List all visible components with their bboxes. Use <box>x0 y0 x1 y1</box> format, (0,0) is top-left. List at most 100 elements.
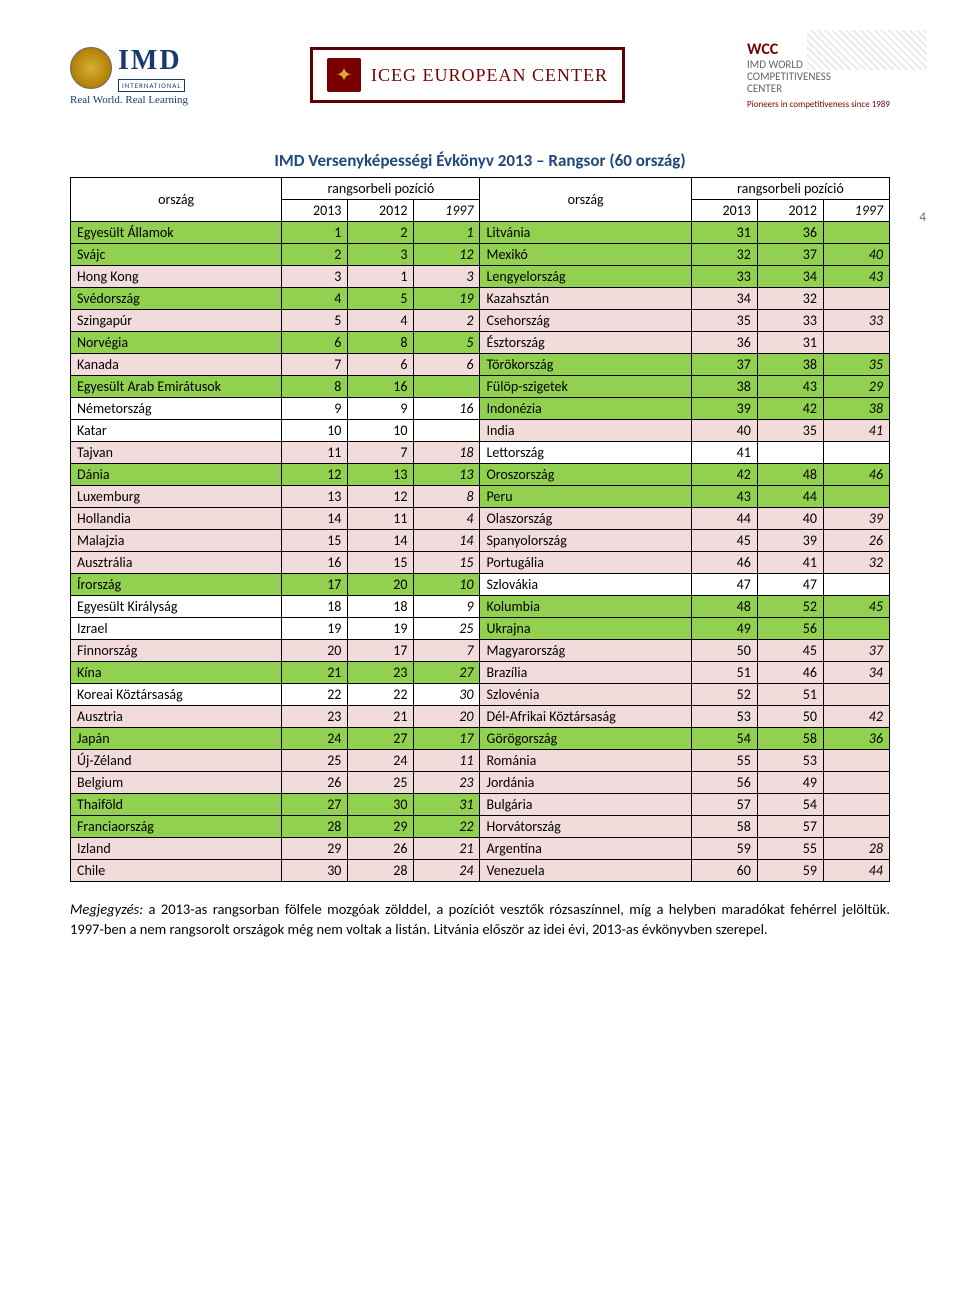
rank-cell: 3 <box>348 244 414 266</box>
country-cell: Venezuela <box>480 860 691 882</box>
rank-cell: 6 <box>414 354 480 376</box>
rank-cell: 33 <box>757 310 823 332</box>
rank-cell: 27 <box>414 662 480 684</box>
table-row: Hong Kong313Lengyelország333443 <box>71 266 890 288</box>
country-cell: Olaszország <box>480 508 691 530</box>
country-cell: Izland <box>71 838 282 860</box>
country-cell: Jordánia <box>480 772 691 794</box>
rank-cell: 13 <box>414 464 480 486</box>
rank-cell: 10 <box>282 420 348 442</box>
rank-cell: 23 <box>414 772 480 794</box>
table-row: Finnország20177Magyarország504537 <box>71 640 890 662</box>
rank-cell: 36 <box>823 728 889 750</box>
rank-cell: 5 <box>348 288 414 310</box>
rank-cell <box>823 288 889 310</box>
country-cell: Lettország <box>480 442 691 464</box>
rank-cell: 34 <box>691 288 757 310</box>
rank-cell: 41 <box>823 420 889 442</box>
rank-cell: 48 <box>757 464 823 486</box>
rank-cell: 59 <box>691 838 757 860</box>
table-row: Luxemburg13128Peru4344 <box>71 486 890 508</box>
country-cell: Mexikó <box>480 244 691 266</box>
table-row: Malajzia151414Spanyolország453926 <box>71 530 890 552</box>
table-row: Norvégia685Észtország3631 <box>71 332 890 354</box>
rank-cell: 37 <box>823 640 889 662</box>
rank-cell: 56 <box>757 618 823 640</box>
rank-cell: 11 <box>414 750 480 772</box>
table-row: Tajvan11718Lettország41 <box>71 442 890 464</box>
rank-cell: 44 <box>757 486 823 508</box>
rank-cell: 35 <box>691 310 757 332</box>
table-row: Belgium262523Jordánia5649 <box>71 772 890 794</box>
rank-cell: 13 <box>282 486 348 508</box>
rank-cell: 28 <box>823 838 889 860</box>
footnote: Megjegyzés: a 2013-as rangsorban fölfele… <box>70 900 890 939</box>
country-cell: Oroszország <box>480 464 691 486</box>
rank-cell <box>414 420 480 442</box>
table-row: Egyesült Arab Emirátusok816Fülöp-szigete… <box>71 376 890 398</box>
rank-cell: 59 <box>757 860 823 882</box>
header-2012-right: 2012 <box>757 200 823 222</box>
rank-cell: 27 <box>348 728 414 750</box>
rank-cell: 19 <box>282 618 348 640</box>
rank-cell: 31 <box>414 794 480 816</box>
country-cell: Katar <box>71 420 282 442</box>
rank-cell: 49 <box>691 618 757 640</box>
country-cell: Horvátország <box>480 816 691 838</box>
rank-cell: 5 <box>282 310 348 332</box>
rank-cell: 13 <box>348 464 414 486</box>
rank-cell: 26 <box>282 772 348 794</box>
rank-cell <box>823 574 889 596</box>
rank-cell: 47 <box>691 574 757 596</box>
country-cell: Fülöp-szigetek <box>480 376 691 398</box>
rank-cell: 21 <box>414 838 480 860</box>
rank-cell: 6 <box>282 332 348 354</box>
rank-cell: 8 <box>414 486 480 508</box>
country-cell: Ukrajna <box>480 618 691 640</box>
rank-cell <box>823 222 889 244</box>
rank-cell: 12 <box>282 464 348 486</box>
country-cell: Kína <box>71 662 282 684</box>
table-row: Svájc2312Mexikó323740 <box>71 244 890 266</box>
iceg-glyph-icon <box>327 58 361 92</box>
rank-cell: 22 <box>414 816 480 838</box>
rank-cell: 56 <box>691 772 757 794</box>
rank-cell: 3 <box>414 266 480 288</box>
country-cell: Németország <box>71 398 282 420</box>
country-cell: Tajvan <box>71 442 282 464</box>
rank-cell: 32 <box>691 244 757 266</box>
rank-cell: 45 <box>757 640 823 662</box>
table-row: Svédország4519Kazahsztán3432 <box>71 288 890 310</box>
rank-cell: 31 <box>757 332 823 354</box>
table-row: Japán242717Görögország545836 <box>71 728 890 750</box>
world-map-icon <box>807 30 927 70</box>
header-2012-left: 2012 <box>348 200 414 222</box>
country-cell: Kanada <box>71 354 282 376</box>
rank-cell: 42 <box>691 464 757 486</box>
rank-cell: 23 <box>348 662 414 684</box>
rank-cell: 4 <box>414 508 480 530</box>
rank-cell: 41 <box>691 442 757 464</box>
rank-cell: 27 <box>282 794 348 816</box>
country-cell: Hollandia <box>71 508 282 530</box>
rank-cell: 41 <box>757 552 823 574</box>
header-logos: IMD INTERNATIONAL Real World. Real Learn… <box>70 30 890 120</box>
rank-cell: 12 <box>414 244 480 266</box>
rank-cell: 7 <box>282 354 348 376</box>
header-rank-right: rangsorbeli pozíció <box>691 178 889 200</box>
rank-cell: 30 <box>414 684 480 706</box>
rank-cell: 18 <box>348 596 414 618</box>
rank-cell: 47 <box>757 574 823 596</box>
country-cell: Új-Zéland <box>71 750 282 772</box>
rank-cell: 52 <box>757 596 823 618</box>
imd-logo: IMD INTERNATIONAL Real World. Real Learn… <box>70 45 188 106</box>
rank-cell: 18 <box>282 596 348 618</box>
rank-cell: 29 <box>282 838 348 860</box>
rank-cell: 46 <box>757 662 823 684</box>
rank-cell: 21 <box>348 706 414 728</box>
rank-cell: 31 <box>691 222 757 244</box>
table-header: ország rangsorbeli pozíció ország rangso… <box>71 178 890 222</box>
rank-cell: 50 <box>757 706 823 728</box>
country-cell: Malajzia <box>71 530 282 552</box>
rank-cell: 22 <box>282 684 348 706</box>
